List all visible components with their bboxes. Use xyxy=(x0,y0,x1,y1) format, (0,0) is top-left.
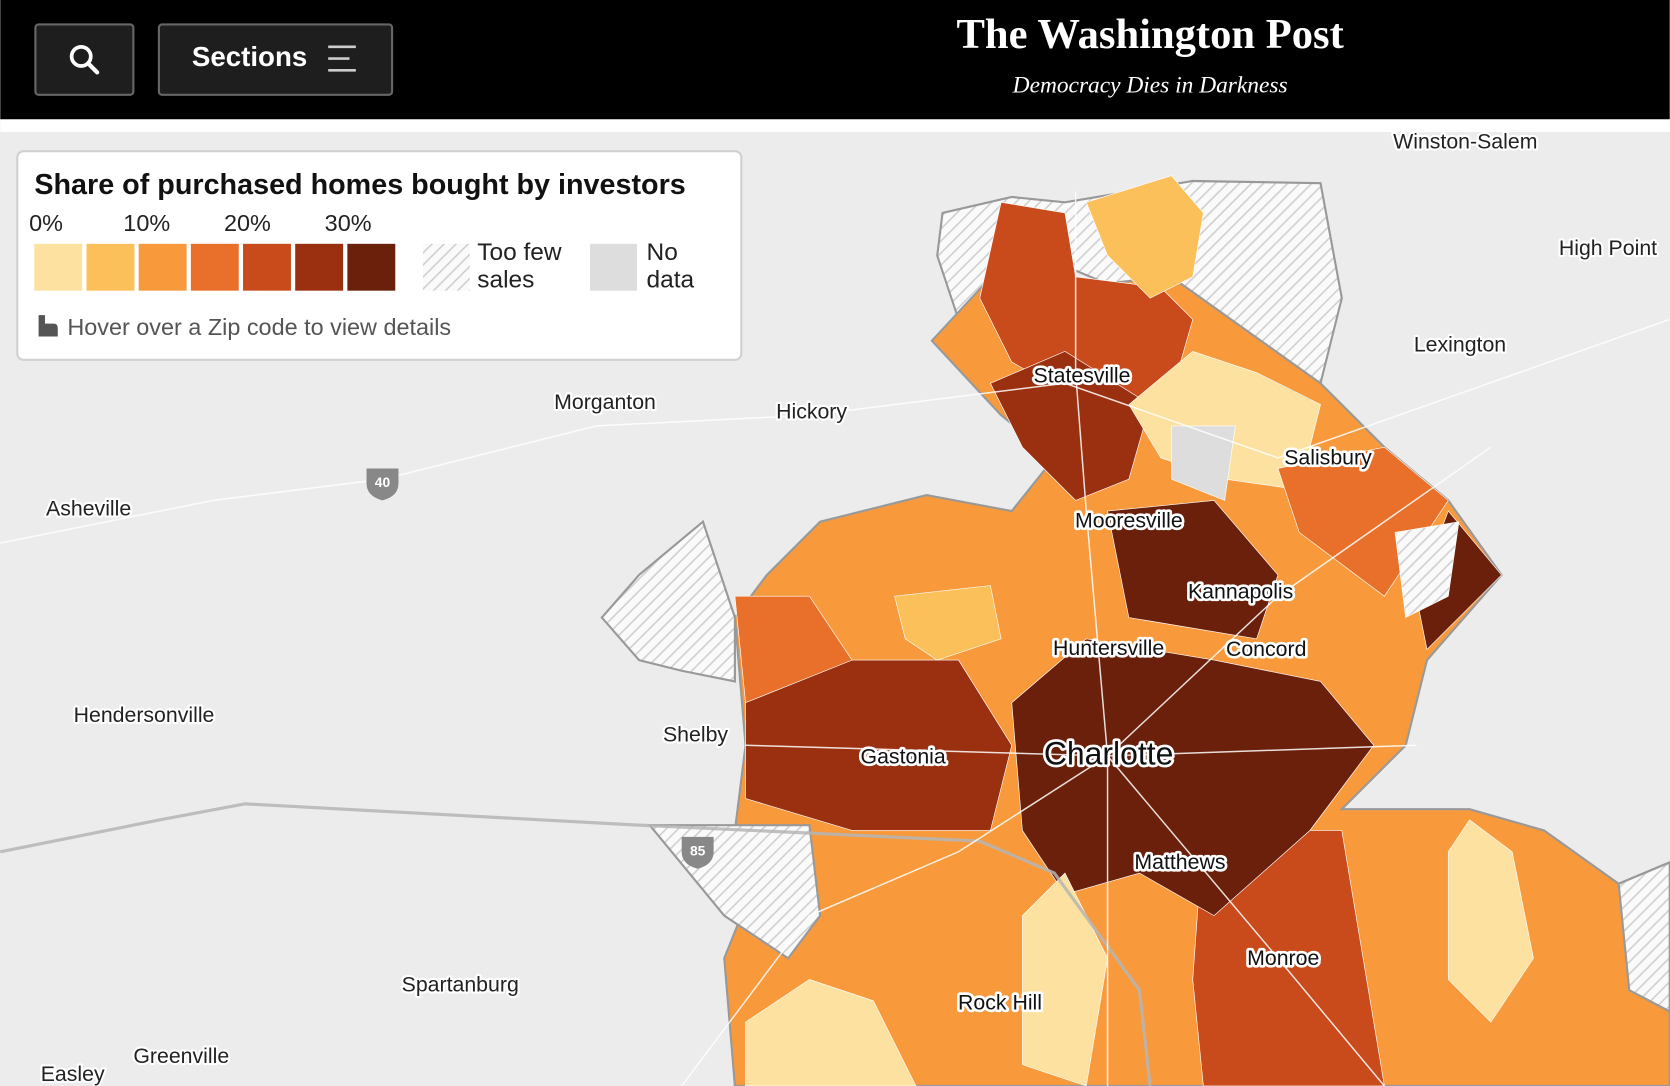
too-few-label: sales xyxy=(477,267,534,294)
highway-label: 40 xyxy=(375,474,391,490)
gap xyxy=(0,119,1670,133)
sections-button[interactable]: Sections xyxy=(157,23,394,96)
highway-label: 85 xyxy=(690,842,706,858)
city-label: Huntersville xyxy=(1053,636,1164,660)
legend-swatch xyxy=(347,243,396,291)
hand-icon xyxy=(38,315,58,337)
city-label: Asheville xyxy=(46,497,131,521)
city-label: Gastonia xyxy=(861,745,946,769)
too-few-label: Too few xyxy=(477,239,562,266)
city-label: Monroe xyxy=(1247,946,1319,970)
no-data-swatch xyxy=(590,243,637,291)
logo[interactable]: The Washington Post xyxy=(957,11,1344,58)
city-label: Salisbury xyxy=(1284,446,1372,470)
legend-tick-label: 0% xyxy=(29,210,63,236)
city-labels: Winston-Salem High Point Lexington State… xyxy=(39,127,1660,1086)
search-button[interactable] xyxy=(34,23,135,96)
highway-shields: 40 85 xyxy=(366,468,714,869)
legend-tick-label: 30% xyxy=(325,210,372,236)
legend-title: Share of purchased homes bought by inves… xyxy=(34,169,685,201)
city-label: Hickory xyxy=(776,400,847,424)
sections-label[interactable]: Sections xyxy=(192,41,307,72)
legend-swatch xyxy=(190,243,239,291)
legend-tick-label: 20% xyxy=(224,210,271,236)
legend-tick-label: 10% xyxy=(123,210,170,236)
city-label: Shelby xyxy=(663,722,728,746)
map[interactable]: 40 85 Winston-Salem High Point Lexington… xyxy=(0,119,1670,1086)
legend: Share of purchased homes bought by inves… xyxy=(16,150,743,361)
legend-swatch xyxy=(295,243,344,291)
legend-swatch xyxy=(86,243,135,291)
legend-hint: Hover over a Zip code to view details xyxy=(67,314,451,340)
no-data-label: data xyxy=(647,267,695,294)
city-label: Charlotte xyxy=(1044,735,1174,771)
city-label: Hendersonville xyxy=(74,703,215,727)
legend-scale: 0% 10% 20% 30% xyxy=(29,210,396,291)
city-label: Greenville xyxy=(133,1044,229,1068)
legend-swatch xyxy=(34,243,83,291)
too-few-swatch xyxy=(422,243,470,291)
legend-swatch xyxy=(138,243,187,291)
roads xyxy=(0,191,1670,1086)
no-data-label: No xyxy=(647,239,678,266)
header: Sections The Washington Post Democracy D… xyxy=(0,0,1670,120)
city-label: Rock Hill xyxy=(958,991,1042,1015)
city-label: Easley xyxy=(41,1062,105,1086)
city-label: Mooresville xyxy=(1075,508,1183,532)
city-label: Spartanburg xyxy=(402,973,519,997)
city-label: Morganton xyxy=(554,390,656,414)
city-label: High Point xyxy=(1559,236,1657,260)
city-label: Matthews xyxy=(1134,850,1225,874)
city-label: Statesville xyxy=(1034,364,1131,388)
city-label: Concord xyxy=(1226,637,1306,661)
city-label: Winston-Salem xyxy=(1393,129,1537,153)
city-label: Lexington xyxy=(1414,333,1506,357)
regions xyxy=(600,175,1670,1086)
legend-swatch xyxy=(243,243,291,291)
city-label: Kannapolis xyxy=(1188,580,1293,604)
tagline: Democracy Dies in Darkness xyxy=(1012,73,1288,99)
